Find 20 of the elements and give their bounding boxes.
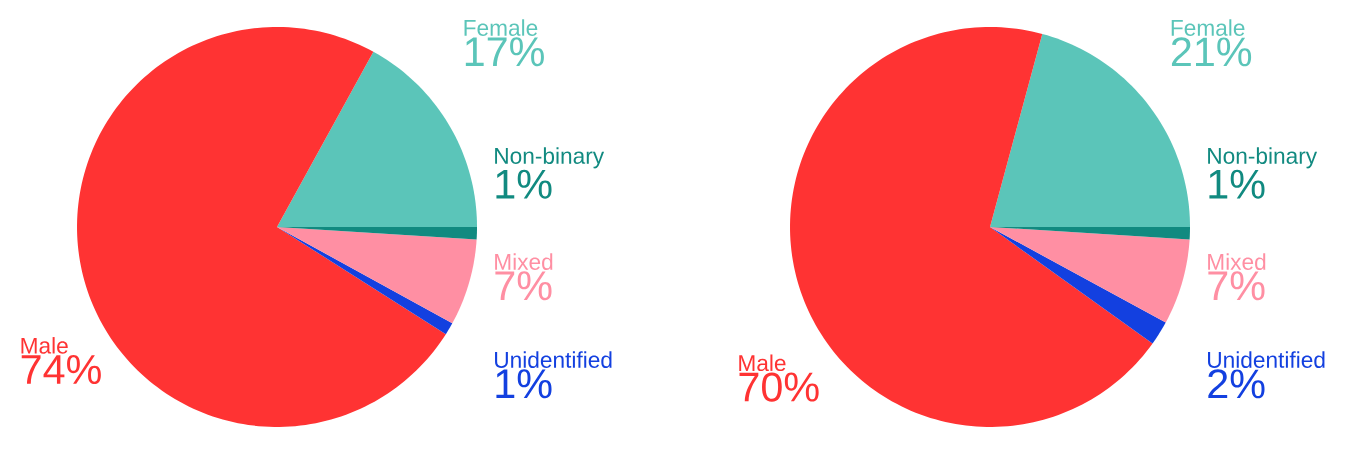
slice-label: Female [464, 19, 538, 36]
data-label: 70% [739, 372, 819, 402]
slice-label: Male [739, 354, 786, 372]
slice-label: Female [1171, 19, 1245, 36]
slice-label: Unidentified [1208, 351, 1325, 368]
slice-label: Non-binary [1208, 147, 1318, 169]
slice-label: Mixed [1208, 253, 1266, 270]
data-label: 1% [496, 169, 552, 199]
slice-label: Non-binary [495, 147, 605, 169]
data-label: 1% [496, 369, 552, 399]
data-label: 7% [495, 271, 552, 301]
data-label: 21% [1171, 37, 1252, 67]
slice-label: Mixed [495, 253, 553, 270]
slice-label: Male [21, 337, 68, 354]
data-label: 1% [1209, 169, 1265, 199]
data-label: 74% [21, 355, 101, 384]
data-label: 2% [1208, 369, 1265, 399]
data-label: 7% [1208, 271, 1265, 301]
slice-label: Unidentified [495, 351, 612, 368]
data-label: 17% [465, 37, 544, 67]
